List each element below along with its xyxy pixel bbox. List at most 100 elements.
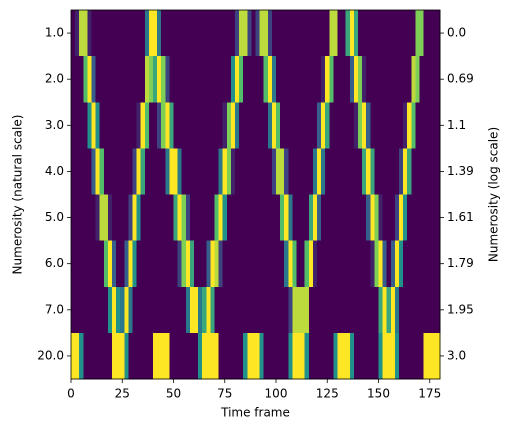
- heatmap-cell: [153, 240, 158, 288]
- heatmap-cell: [206, 10, 211, 57]
- heatmap-cell: [83, 56, 88, 103]
- heatmap-cell: [112, 286, 117, 334]
- heatmap-cell: [284, 102, 289, 149]
- heatmap-cell: [116, 194, 121, 242]
- heatmap-cell: [140, 332, 146, 380]
- heatmap-cell: [325, 10, 330, 57]
- heatmap-cell: [312, 194, 318, 242]
- heatmap-cell: [75, 286, 80, 334]
- heatmap-cell: [394, 332, 400, 380]
- heatmap-cell: [308, 148, 314, 195]
- heatmap-cell: [255, 286, 260, 334]
- heatmap-cell: [161, 194, 166, 242]
- heatmap-cell: [148, 10, 154, 57]
- heatmap-cell: [362, 10, 367, 57]
- heatmap-cell: [292, 56, 297, 103]
- heatmap-cell: [173, 56, 178, 103]
- heatmap-cell: [271, 332, 277, 380]
- heatmap-cell: [255, 148, 260, 195]
- heatmap-cell: [226, 240, 232, 288]
- heatmap-cell: [194, 10, 199, 57]
- heatmap-cell: [112, 148, 117, 195]
- heatmap-cell: [329, 10, 334, 57]
- heatmap-cell: [251, 102, 256, 149]
- heatmap-cell: [284, 56, 289, 103]
- heatmap-cell: [239, 240, 244, 288]
- heatmap-cell: [136, 148, 142, 195]
- heatmap-cell: [358, 286, 363, 334]
- heatmap-cell: [177, 56, 183, 103]
- heatmap-cell: [374, 102, 379, 149]
- heatmap-cell: [235, 10, 240, 57]
- heatmap-cell: [419, 148, 424, 195]
- heatmap-cell: [218, 286, 224, 334]
- x-tick-label: 25: [115, 387, 130, 401]
- x-tick-label: 175: [418, 387, 441, 401]
- heatmap-cell: [210, 286, 215, 334]
- heatmap-cell: [378, 102, 383, 149]
- heatmap-cell: [198, 10, 203, 57]
- heatmap-cell: [210, 332, 215, 380]
- heatmap-cell: [435, 332, 441, 380]
- heatmap-cell: [284, 286, 289, 334]
- heatmap-cell: [198, 194, 203, 242]
- heatmap-cell: [390, 148, 396, 195]
- heatmap-cell: [99, 240, 105, 288]
- heatmap-cell: [435, 56, 441, 103]
- heatmap-cell: [419, 286, 424, 334]
- heatmap-cell: [128, 148, 133, 195]
- heatmap-cell: [165, 286, 170, 334]
- heatmap-cell: [71, 148, 76, 195]
- heatmap-cell: [116, 10, 121, 57]
- heatmap-cell: [153, 10, 158, 57]
- heatmap-cell: [399, 56, 404, 103]
- heatmap-cell: [153, 194, 158, 242]
- heatmap-cell: [103, 286, 109, 334]
- heatmap-cell: [386, 148, 392, 195]
- heatmap-cell: [144, 194, 150, 242]
- heatmap-cell: [333, 102, 338, 149]
- heatmap-cell: [148, 194, 154, 242]
- heatmap-cell: [112, 102, 117, 149]
- heatmap-cell: [132, 240, 137, 288]
- heatmap-cell: [87, 286, 92, 334]
- heatmap-cell: [341, 286, 347, 334]
- heatmap-cell: [136, 10, 142, 57]
- heatmap-cell: [411, 148, 416, 195]
- heatmap-cell: [243, 332, 248, 380]
- heatmap-cell: [325, 332, 330, 380]
- heatmap-cell: [329, 240, 334, 288]
- heatmap-cell: [206, 148, 211, 195]
- heatmap-cell: [431, 240, 437, 288]
- heatmap-cell: [198, 286, 203, 334]
- heatmap-cell: [321, 56, 326, 103]
- heatmap-cell: [317, 102, 322, 149]
- heatmap-cell: [349, 102, 355, 149]
- heatmap-cell: [341, 10, 347, 57]
- heatmap-cell: [353, 240, 359, 288]
- heatmap-cell: [304, 286, 310, 334]
- heatmap-cell: [378, 10, 383, 57]
- heatmap-cell: [148, 56, 154, 103]
- heatmap-cell: [345, 332, 351, 380]
- heatmap-cell: [230, 240, 236, 288]
- heatmap-cell: [87, 332, 92, 380]
- heatmap-cell: [304, 102, 310, 149]
- heatmap-cell: [423, 56, 429, 103]
- heatmap-cell: [103, 240, 109, 288]
- heatmap-cell: [169, 332, 174, 380]
- heatmap-cell: [267, 332, 273, 380]
- heatmap-cell: [321, 194, 326, 242]
- heatmap-cell: [251, 194, 256, 242]
- heatmap-cell: [312, 56, 318, 103]
- heatmap-cell: [103, 56, 109, 103]
- heatmap-cell: [386, 286, 392, 334]
- heatmap-cell: [148, 240, 154, 288]
- heatmap-cell: [153, 102, 158, 149]
- heatmap-cell: [349, 332, 355, 380]
- heatmap-cell: [280, 56, 285, 103]
- heatmap-cell: [189, 194, 195, 242]
- heatmap-cell: [107, 10, 113, 57]
- heatmap-cell: [120, 194, 125, 242]
